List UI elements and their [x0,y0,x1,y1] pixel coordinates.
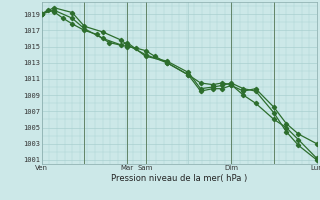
X-axis label: Pression niveau de la mer( hPa ): Pression niveau de la mer( hPa ) [111,174,247,183]
